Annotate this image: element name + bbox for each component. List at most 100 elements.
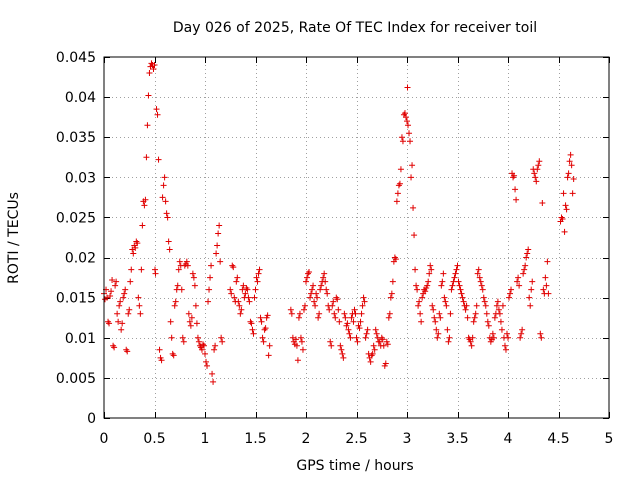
data-point [435, 330, 442, 337]
chart-title: Day 026 of 2025, Rate Of TEC Index for r… [173, 20, 537, 36]
data-point [292, 336, 299, 343]
data-point [422, 288, 429, 295]
data-point [231, 294, 238, 301]
data-point [321, 270, 328, 277]
data-point [525, 246, 532, 253]
x-tick-label: 2.5 [345, 431, 367, 447]
data-point [339, 350, 346, 357]
data-point [489, 330, 496, 337]
data-point [266, 342, 273, 349]
y-tick-label: 0.025 [56, 210, 96, 226]
data-point [436, 310, 443, 317]
data-point [532, 174, 539, 181]
data-point [562, 202, 569, 209]
data-point [145, 92, 152, 99]
data-point [414, 286, 421, 293]
data-point [529, 278, 536, 285]
data-point [171, 302, 178, 309]
data-point [216, 222, 223, 229]
data-point [309, 286, 316, 293]
data-point [301, 302, 308, 309]
data-point [297, 334, 304, 341]
data-point [566, 158, 573, 165]
data-point [135, 294, 142, 301]
data-point [482, 302, 489, 309]
data-point [331, 310, 338, 317]
data-point [146, 70, 153, 77]
data-point [289, 334, 296, 341]
data-point [234, 274, 241, 281]
data-point [151, 62, 158, 69]
data-point [167, 318, 174, 325]
data-point [512, 186, 519, 193]
data-point [410, 204, 417, 211]
data-point [228, 290, 235, 297]
data-point [507, 290, 514, 297]
data-point [417, 310, 424, 317]
data-point [314, 294, 321, 301]
data-point [409, 162, 416, 169]
data-point [452, 270, 459, 277]
data-point [371, 346, 378, 353]
data-point [160, 182, 167, 189]
data-point [533, 178, 540, 185]
data-point [370, 342, 377, 349]
data-point [324, 290, 331, 297]
data-point [526, 294, 533, 301]
data-point [336, 318, 343, 325]
data-point [242, 290, 249, 297]
data-point [536, 158, 543, 165]
data-point [249, 326, 256, 333]
data-point [183, 258, 190, 265]
data-point [113, 278, 120, 285]
data-point [245, 294, 252, 301]
data-point [254, 278, 261, 285]
data-point [143, 154, 150, 161]
data-point [443, 302, 450, 309]
data-point [127, 278, 134, 285]
data-point [475, 266, 482, 273]
data-point [516, 282, 523, 289]
data-point [363, 330, 370, 337]
data-point [253, 274, 260, 281]
data-point [520, 270, 527, 277]
plot-frame [103, 56, 610, 419]
data-point [287, 306, 294, 313]
data-point [190, 274, 197, 281]
data-point [208, 262, 215, 269]
data-point [239, 286, 246, 293]
data-point [464, 314, 471, 321]
data-point [564, 174, 571, 181]
data-point [164, 214, 171, 221]
data-point [191, 282, 198, 289]
data-point [117, 298, 124, 305]
data-point [156, 346, 163, 353]
data-point [128, 266, 135, 273]
data-point [248, 320, 255, 327]
data-point [519, 326, 526, 333]
data-point [445, 338, 452, 345]
data-point [202, 350, 208, 357]
data-point [125, 310, 132, 317]
data-point [184, 262, 191, 269]
data-point [150, 66, 157, 73]
data-point [129, 246, 136, 253]
data-point [446, 334, 453, 341]
data-point [460, 298, 467, 305]
data-point [137, 310, 144, 317]
data-point [474, 270, 481, 277]
data-point [152, 270, 159, 277]
data-point [335, 306, 342, 313]
data-point [392, 256, 399, 263]
data-point [295, 314, 302, 321]
data-point [265, 352, 272, 359]
data-point [503, 330, 510, 337]
data-point [485, 322, 492, 329]
data-point [450, 278, 457, 285]
data-point [136, 302, 143, 309]
data-point [170, 352, 177, 359]
data-point [213, 250, 220, 257]
data-point [354, 338, 361, 345]
data-point [479, 286, 486, 293]
data-point [411, 232, 418, 239]
